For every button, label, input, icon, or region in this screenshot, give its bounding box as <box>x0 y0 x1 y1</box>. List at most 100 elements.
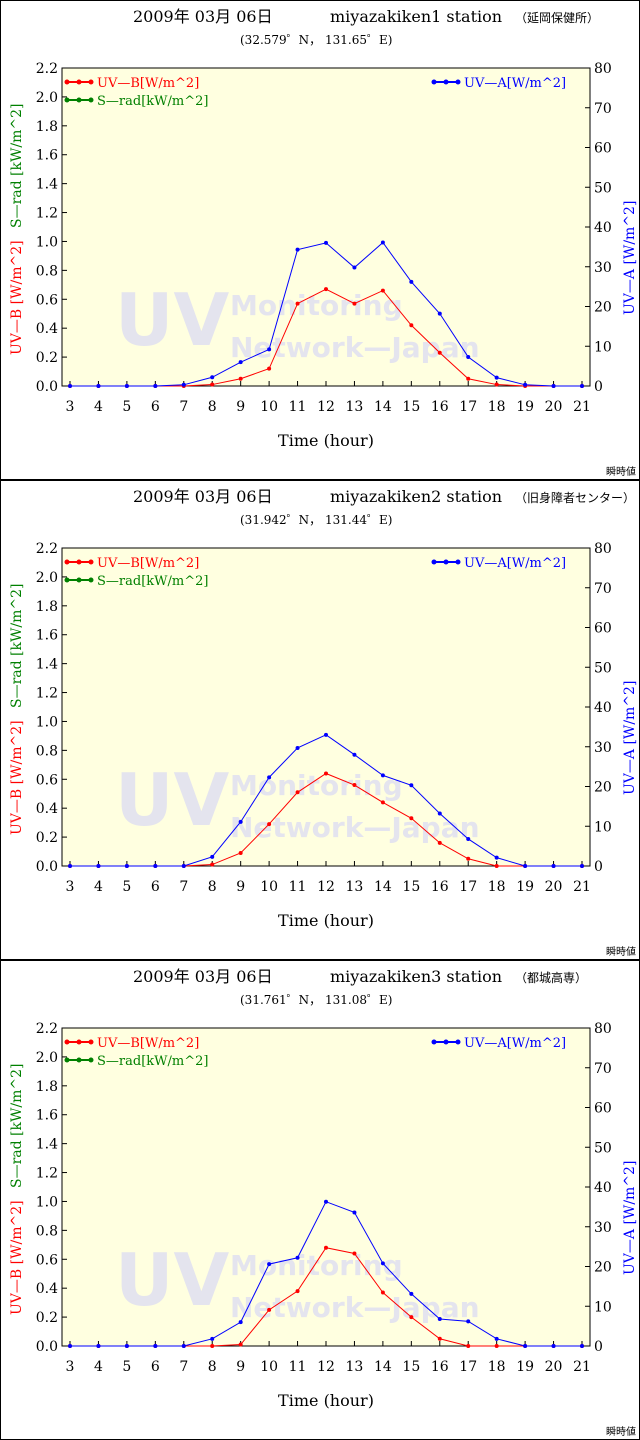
uvb-data-point <box>267 366 272 371</box>
left-tick-label: 1.6 <box>36 628 58 644</box>
uvb-legend-marker <box>88 1039 94 1045</box>
right-tick-label: 70 <box>594 1061 612 1077</box>
uva-data-point <box>380 240 385 245</box>
uva-data-point <box>267 775 272 780</box>
uva-data-point <box>153 1344 158 1348</box>
left-tick-label: 0.2 <box>36 350 58 366</box>
x-tick-label: 6 <box>151 1359 160 1375</box>
uva-data-point <box>238 1320 243 1325</box>
uva-data-point <box>238 360 243 365</box>
right-tick-label: 80 <box>594 61 612 77</box>
x-tick-label: 7 <box>179 399 188 415</box>
station-place: （都城高専） <box>515 970 587 985</box>
uvb-data-point <box>267 1307 272 1312</box>
y-left-label-srad: S—rad [kW/m^2] <box>9 584 25 708</box>
left-tick-label: 0.8 <box>36 1223 58 1239</box>
uva-data-point <box>210 375 215 380</box>
x-tick-label: 7 <box>179 879 188 895</box>
right-tick-label: 20 <box>594 1260 612 1276</box>
date-label: 2009年 03月 06日 <box>133 7 273 26</box>
uva-data-point <box>181 382 186 387</box>
y-right-label: UV—A [W/m^2] <box>622 201 638 315</box>
right-tick-label: 70 <box>594 101 612 117</box>
left-tick-label: 0.4 <box>36 801 58 817</box>
station-panel-1: 2009年 03月 06日 miyazakiken1 station （延岡保健所）… <box>0 0 640 480</box>
uvb-data-point <box>494 864 499 868</box>
uva-data-point <box>210 854 215 859</box>
station-panel-2: 2009年 03月 06日 miyazakiken2 station （旧身障者セン… <box>0 480 640 960</box>
chart-svg: 2009年 03月 06日 miyazakiken3 station （都城高専） (… <box>0 960 640 1440</box>
srad-legend-marker <box>76 577 82 583</box>
x-tick-label: 14 <box>374 399 392 415</box>
x-tick-label: 4 <box>94 399 103 415</box>
x-tick-label: 11 <box>289 879 307 895</box>
left-tick-label: 0.6 <box>36 1252 58 1268</box>
x-tick-label: 11 <box>289 1359 307 1375</box>
right-tick-label: 0 <box>594 379 603 395</box>
uva-data-point <box>551 1344 556 1348</box>
x-tick-label: 16 <box>431 879 449 895</box>
x-tick-label: 12 <box>317 1359 335 1375</box>
x-axis-title: Time (hour) <box>278 911 374 930</box>
watermark-line1: Monitoring <box>230 1249 403 1282</box>
uva-data-point <box>551 384 556 388</box>
left-tick-label: 1.0 <box>36 234 58 250</box>
x-tick-label: 16 <box>431 1359 449 1375</box>
left-tick-label: 0.6 <box>36 772 58 788</box>
right-tick-label: 70 <box>594 581 612 597</box>
uva-data-point <box>295 1255 300 1260</box>
uva-data-point <box>295 247 300 252</box>
right-tick-label: 60 <box>594 141 612 157</box>
uva-data-point <box>68 384 72 388</box>
y-right-label: UV—A [W/m^2] <box>622 681 638 795</box>
right-tick-label: 10 <box>594 1299 612 1315</box>
left-tick-label: 2.2 <box>36 1021 58 1037</box>
left-tick-label: 0.0 <box>36 379 58 395</box>
uva-data-point <box>96 1344 101 1348</box>
uva-data-point <box>324 732 328 737</box>
station-coordinates: (32.579゜N， 131.65゜E) <box>240 33 392 47</box>
uva-data-point <box>580 384 584 388</box>
x-tick-label: 21 <box>573 879 591 895</box>
uva-legend-marker <box>443 1039 449 1045</box>
x-tick-label: 10 <box>260 399 278 415</box>
uvb-data-point <box>324 771 328 776</box>
instantaneous-note: 瞬時値 <box>606 465 636 478</box>
x-tick-label: 13 <box>346 399 364 415</box>
uva-data-point <box>580 864 584 868</box>
uvb-data-point <box>466 376 471 381</box>
left-tick-label: 2.0 <box>36 570 58 586</box>
x-tick-label: 21 <box>573 1359 591 1375</box>
left-tick-label: 1.4 <box>36 657 58 673</box>
x-tick-label: 18 <box>488 399 506 415</box>
uvb-data-point <box>380 1290 385 1295</box>
uva-legend-marker <box>443 79 449 85</box>
right-tick-label: 40 <box>594 1180 612 1196</box>
right-tick-label: 20 <box>594 780 612 796</box>
right-tick-label: 60 <box>594 1101 612 1117</box>
uvb-data-point <box>210 382 215 387</box>
uva-data-point <box>409 279 414 284</box>
uva-data-point <box>380 773 385 778</box>
uva-data-point <box>494 855 499 860</box>
right-tick-label: 40 <box>594 220 612 236</box>
y-left-label-srad: S—rad [kW/m^2] <box>9 104 25 228</box>
x-tick-label: 8 <box>208 1359 217 1375</box>
uva-data-point <box>409 783 414 788</box>
uvb-data-point <box>437 350 442 355</box>
uvb-data-point <box>494 1344 499 1348</box>
uva-data-point <box>96 864 101 868</box>
station-panel-3: 2009年 03月 06日 miyazakiken3 station （都城高専） (… <box>0 960 640 1440</box>
right-tick-label: 60 <box>594 621 612 637</box>
x-tick-label: 12 <box>317 879 335 895</box>
uva-data-point <box>494 1336 499 1341</box>
srad-legend-marker <box>64 577 70 583</box>
uva-legend-marker <box>443 559 449 565</box>
uva-data-point <box>68 1344 72 1348</box>
right-tick-label: 0 <box>594 859 603 875</box>
uvb-legend-marker <box>76 559 82 565</box>
left-tick-label: 1.0 <box>36 714 58 730</box>
station-coordinates: (31.942゜N， 131.44゜E) <box>240 513 392 527</box>
uva-data-point <box>267 347 272 352</box>
left-tick-label: 1.4 <box>36 177 58 193</box>
